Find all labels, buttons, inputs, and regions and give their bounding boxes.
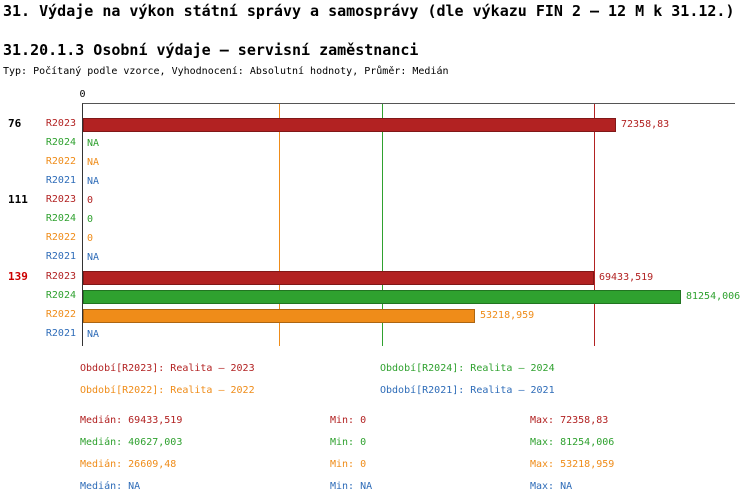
chart-subtitle: 31.20.1.3 Osobní výdaje – servisní zaměs… <box>3 41 419 59</box>
stat-min-r2024: Min: 0 <box>330 437 367 448</box>
chart-meta: Typ: Počítaný podle vzorce, Vyhodnocení:… <box>3 66 449 77</box>
legend-item-r2022: Období[R2022]: Realita – 2022 <box>80 385 255 396</box>
stat-median-r2023: Medián: 69433,519 <box>80 415 183 426</box>
bar-r2024 <box>83 290 681 304</box>
row-series-label-r2021: R2021 <box>45 328 76 339</box>
median-line-r2023 <box>594 104 595 346</box>
median-line-r2022 <box>279 104 280 346</box>
group-label-76: 76 <box>8 117 22 130</box>
row-series-label-r2021: R2021 <box>45 251 76 262</box>
bar-value-label: 0 <box>87 233 94 244</box>
stat-max-r2021: Max: NA <box>530 481 573 492</box>
row-series-label-r2022: R2022 <box>45 232 76 243</box>
row-series-label-r2023: R2023 <box>45 271 76 282</box>
stat-min-r2023: Min: 0 <box>330 415 367 426</box>
row-series-label-r2024: R2024 <box>45 137 76 148</box>
row-series-label-r2022: R2022 <box>45 309 76 320</box>
bar-value-label: 81254,006 <box>686 291 741 302</box>
row-series-label-r2021: R2021 <box>45 175 76 186</box>
bar-value-label: 72358,83 <box>621 119 670 130</box>
row-series-label-r2024: R2024 <box>45 213 76 224</box>
bar-value-label: NA <box>87 157 100 168</box>
median-line-r2024 <box>382 104 383 346</box>
stat-median-r2022: Medián: 26609,48 <box>80 459 177 470</box>
bar-r2023 <box>83 271 594 285</box>
row-series-label-r2024: R2024 <box>45 290 76 301</box>
stat-min-r2021: Min: NA <box>330 481 373 492</box>
stat-min-r2022: Min: 0 <box>330 459 367 470</box>
bar-value-label: 53218,959 <box>480 310 535 321</box>
group-label-111: 111 <box>8 193 28 206</box>
stat-median-r2024: Medián: 40627,003 <box>80 437 183 448</box>
plot-area: 72358,83 NA NA NA 0 0 0 NA 69433,519 81254,006 532… <box>82 103 740 346</box>
bar-r2023 <box>83 118 616 132</box>
legend-item-r2021: Období[R2021]: Realita – 2021 <box>380 385 555 396</box>
row-series-label-r2023: R2023 <box>45 118 76 129</box>
stat-max-r2023: Max: 72358,83 <box>530 415 609 426</box>
bar-value-label: 0 <box>87 214 94 225</box>
legend: Období[R2023]: Realita – 2023 Období[R202… <box>0 363 750 407</box>
axis-zero-label: 0 <box>79 89 86 100</box>
bar-value-label: 0 <box>87 195 94 206</box>
group-label-139: 139 <box>8 270 28 283</box>
stat-max-r2022: Max: 53218,959 <box>530 459 615 470</box>
row-series-label-r2023: R2023 <box>45 194 76 205</box>
bar-r2022 <box>83 309 475 323</box>
bar-value-label: NA <box>87 138 100 149</box>
stat-max-r2024: Max: 81254,006 <box>530 437 615 448</box>
stat-median-r2021: Medián: NA <box>80 481 141 492</box>
stats-table: Medián: 69433,519 Min: 0 Max: 72358,83 Medi… <box>0 415 750 495</box>
chart: 72358,83 NA NA NA 0 0 0 NA 69433,519 81254,006 532… <box>0 103 750 346</box>
page-title: 31. Výdaje na výkon státní správy a samo… <box>3 2 735 20</box>
legend-item-r2024: Období[R2024]: Realita – 2024 <box>380 363 555 374</box>
bar-value-label: NA <box>87 176 100 187</box>
bar-value-label: NA <box>87 329 100 340</box>
row-series-label-r2022: R2022 <box>45 156 76 167</box>
legend-item-r2023: Období[R2023]: Realita – 2023 <box>80 363 255 374</box>
bar-value-label: NA <box>87 252 100 263</box>
bar-value-label: 69433,519 <box>599 272 654 283</box>
